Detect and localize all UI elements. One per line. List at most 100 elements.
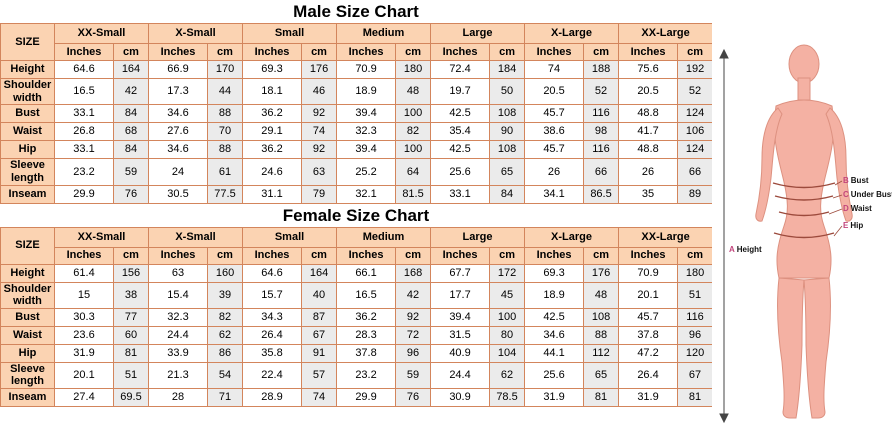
cm-value-cell: 64 — [395, 158, 432, 186]
unit-header: Inches — [336, 246, 397, 265]
cm-value-cell: 82 — [395, 122, 432, 142]
inches-value-cell: 48.8 — [618, 104, 679, 124]
hip-line — [773, 232, 835, 239]
figure-text-hip: Hip — [850, 221, 864, 230]
inches-value-cell: 29.9 — [54, 184, 114, 204]
size-column-header: X-Small — [147, 226, 244, 248]
cm-value-cell: 50 — [489, 77, 526, 106]
cm-value-cell: 98 — [583, 122, 620, 142]
cm-value-cell: 88 — [206, 140, 244, 160]
cm-value-cell: 77.5 — [206, 184, 244, 204]
unit-header: cm — [677, 246, 714, 265]
inches-value-cell: 26.8 — [54, 122, 114, 142]
inches-value-cell: 24.4 — [430, 361, 491, 390]
cm-value-cell: 68 — [113, 122, 149, 142]
inches-value-cell: 30.5 — [148, 184, 208, 204]
cm-value-cell: 67 — [301, 325, 338, 345]
inches-value-cell: 18.9 — [336, 77, 397, 106]
cm-value-cell: 156 — [113, 263, 149, 283]
body-measurement-figure: A Height B Bust C Under Bust D Waist E Hip — [712, 0, 892, 428]
unit-header: cm — [395, 43, 432, 61]
row-label: Waist — [0, 325, 55, 345]
cm-value-cell: 65 — [583, 361, 620, 390]
unit-header: Inches — [336, 43, 397, 61]
inches-value-cell: 21.3 — [148, 361, 208, 390]
cm-value-cell: 82 — [206, 307, 244, 327]
inches-value-cell: 40.9 — [430, 343, 491, 363]
inches-value-cell: 41.7 — [618, 122, 679, 142]
figure-text-under-bust: Under Bust — [850, 190, 892, 199]
size-column-header: XX-Small — [54, 23, 149, 44]
inches-value-cell: 17.3 — [148, 77, 208, 106]
cm-value-cell: 61 — [206, 158, 244, 186]
inches-value-cell: 28.9 — [242, 388, 303, 408]
inches-value-cell: 42.5 — [430, 104, 491, 124]
row-label: Waist — [0, 122, 55, 142]
body-figure-svg — [719, 44, 853, 424]
size-column-header: Medium — [336, 226, 432, 248]
figure-label-waist: D Waist — [843, 204, 872, 213]
figure-label-under-bust: C Under Bust — [843, 190, 892, 199]
inches-value-cell: 44.1 — [524, 343, 585, 363]
row-label: Shoulder width — [0, 77, 55, 106]
cm-value-cell: 88 — [583, 325, 620, 345]
inches-value-cell: 18.1 — [242, 77, 303, 106]
cm-value-cell: 100 — [395, 104, 432, 124]
unit-header: Inches — [430, 43, 491, 61]
cm-value-cell: 100 — [489, 307, 526, 327]
cm-value-cell: 57 — [301, 361, 338, 390]
unit-header: cm — [489, 43, 526, 61]
figure-key-b: B — [843, 176, 849, 185]
inches-value-cell: 24.4 — [148, 325, 208, 345]
inches-value-cell: 72.4 — [430, 60, 491, 79]
cm-value-cell: 52 — [583, 77, 620, 106]
cm-value-cell: 184 — [489, 60, 526, 79]
cm-value-cell: 59 — [113, 158, 149, 186]
size-column-header: X-Small — [147, 23, 244, 44]
size-column-header: XX-Large — [618, 226, 714, 248]
inches-value-cell: 42.5 — [430, 140, 491, 160]
inches-value-cell: 28.3 — [336, 325, 397, 345]
size-column-header: X-Large — [524, 226, 620, 248]
size-column-header: X-Large — [524, 23, 620, 44]
inches-value-cell: 36.2 — [336, 307, 397, 327]
inches-value-cell: 31.9 — [54, 343, 114, 363]
cm-value-cell: 45 — [489, 281, 526, 309]
cm-value-cell: 170 — [206, 60, 244, 79]
unit-header: cm — [583, 246, 620, 265]
cm-value-cell: 69.5 — [113, 388, 149, 408]
cm-value-cell: 66 — [677, 158, 714, 186]
inches-value-cell: 64.6 — [54, 60, 114, 79]
unit-header: cm — [395, 246, 432, 265]
cm-value-cell: 92 — [301, 140, 338, 160]
inches-value-cell: 69.3 — [242, 60, 303, 79]
inches-value-cell: 75.6 — [618, 60, 679, 79]
row-label: Height — [0, 60, 55, 79]
cm-value-cell: 116 — [583, 140, 620, 160]
unit-header: cm — [301, 43, 338, 61]
unit-header: Inches — [242, 246, 303, 265]
row-label: Sleeve length — [0, 158, 55, 186]
figure-label-bust: B Bust — [843, 176, 869, 185]
row-label: Inseam — [0, 184, 55, 204]
inches-value-cell: 39.4 — [336, 104, 397, 124]
cm-value-cell: 120 — [677, 343, 714, 363]
cm-value-cell: 81 — [113, 343, 149, 363]
cm-value-cell: 48 — [395, 77, 432, 106]
cm-value-cell: 62 — [206, 325, 244, 345]
cm-value-cell: 164 — [113, 60, 149, 79]
cm-value-cell: 76 — [113, 184, 149, 204]
figure-text-waist: Waist — [850, 204, 872, 213]
unit-header: Inches — [618, 43, 679, 61]
unit-header: Inches — [54, 43, 114, 61]
inches-value-cell: 45.7 — [524, 104, 585, 124]
inches-value-cell: 27.6 — [148, 122, 208, 142]
cm-value-cell: 59 — [395, 361, 432, 390]
cm-value-cell: 46 — [301, 77, 338, 106]
cm-value-cell: 112 — [583, 343, 620, 363]
table-row: Hip 33.1 84 34.6 88 36.2 92 39.4 100 42.5 108 45.7 1… — [0, 140, 714, 160]
size-column-header: XX-Large — [618, 23, 714, 44]
inches-value-cell: 63 — [148, 263, 208, 283]
figure-label-height: A Height — [729, 245, 762, 254]
